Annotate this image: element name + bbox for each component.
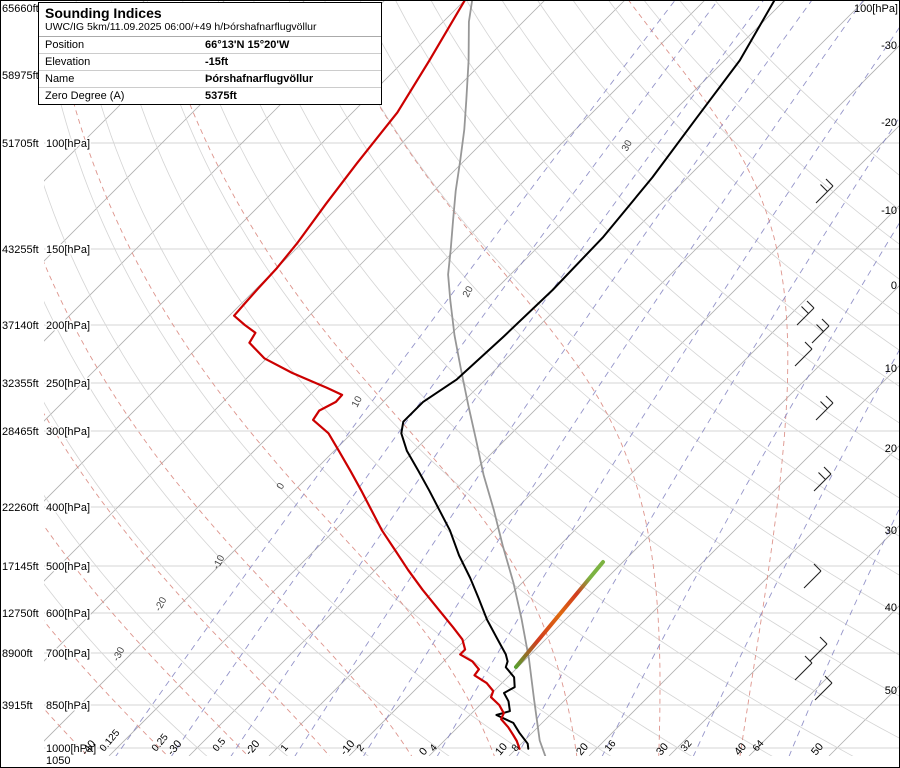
- wind-barbs: [794, 178, 834, 701]
- mixing-ratio-label: 2: [355, 742, 367, 754]
- info-value: -15ft: [205, 56, 229, 68]
- altitude-label: 37140ft: [2, 320, 39, 332]
- right-temp-label: -20: [881, 117, 897, 129]
- altitude-label: 43255ft: [2, 244, 39, 256]
- info-label: Position: [45, 39, 85, 51]
- sounding-traces: [233, 0, 776, 756]
- adiabat-label: 0: [275, 481, 288, 491]
- wind-barb-icon: [811, 318, 830, 344]
- altitude-label: 28465ft: [2, 426, 39, 438]
- pressure-label: 600[hPa]: [46, 608, 90, 620]
- mixing-ratio-label: 0.125: [98, 727, 123, 754]
- info-row-elevation: Elevation -15ft: [39, 54, 381, 71]
- mixing-ratio-label: 1: [279, 742, 291, 754]
- pressure-label: 1000[hPa]: [46, 743, 96, 755]
- wind-barb-icon: [796, 300, 815, 326]
- altitude-label: 8900ft: [2, 648, 33, 660]
- wind-barb-icon: [813, 466, 832, 492]
- right-temp-label: 40: [885, 602, 897, 614]
- adiabat-label: 20: [461, 284, 476, 299]
- pressure-label: 200[hPa]: [46, 320, 90, 332]
- mixing-ratio-label: 32: [679, 738, 695, 754]
- pressure-label: 850[hPa]: [46, 700, 90, 712]
- altitude-label: 32355ft: [2, 378, 39, 390]
- pressure-label: 500[hPa]: [46, 561, 90, 573]
- wind-barb-icon: [803, 563, 822, 589]
- adiabat-label: -10: [211, 553, 228, 571]
- adiabat-label: 10: [350, 394, 365, 409]
- right-temp-label: -30: [881, 40, 897, 52]
- parcel-trace: [447, 0, 547, 756]
- info-value: 66°13'N 15°20'W: [205, 39, 290, 51]
- pressure-label: 250[hPa]: [46, 378, 90, 390]
- wind-barb-icon: [815, 395, 834, 421]
- temperature-trace: [400, 0, 776, 750]
- info-box-title: Sounding Indices: [45, 5, 162, 21]
- altitude-label: 65660ft: [2, 3, 39, 15]
- info-row-name: Name Þórshafnarflugvöllur: [39, 71, 381, 88]
- altitude-label: 22260ft: [2, 502, 39, 514]
- wind-barb-icon: [794, 341, 813, 367]
- right-temp-label: -10: [881, 205, 897, 217]
- wind-barb-icon: [815, 178, 834, 204]
- bottom-temp-label: -10: [338, 738, 357, 758]
- shear-segment: [514, 560, 605, 669]
- bottom-temp-label: 50: [809, 741, 826, 758]
- right-temp-label: 50: [885, 685, 897, 697]
- pressure-label: 700[hPa]: [46, 648, 90, 660]
- bottom-temp-label: 40: [732, 741, 749, 758]
- bottom-temp-label: -20: [243, 738, 262, 758]
- mixing-ratio-label: 8: [510, 742, 522, 754]
- right-temp-label: 20: [885, 443, 897, 455]
- altitude-label: 3915ft: [2, 700, 33, 712]
- info-row-zero-degree: Zero Degree (A) 5375ft: [39, 88, 381, 104]
- info-value: Þórshafnarflugvöllur: [205, 73, 314, 85]
- info-label: Zero Degree (A): [45, 90, 125, 102]
- info-value: 5375ft: [205, 90, 237, 102]
- right-temp-label: 10: [885, 363, 897, 375]
- bottom-temp-label: 10: [493, 741, 510, 758]
- altitude-label: 17145ft: [2, 561, 39, 573]
- adiabat-label: 30: [620, 138, 635, 153]
- altitude-label: 51705ft: [2, 138, 39, 150]
- pressure-label: 1050: [46, 755, 70, 767]
- right-temp-label: 0: [891, 280, 897, 292]
- wind-barb-icon: [809, 636, 828, 662]
- top-right-pressure-label: 100[hPa]: [854, 3, 898, 15]
- adiabat-label: -20: [153, 595, 170, 613]
- info-row-position: Position 66°13'N 15°20'W: [39, 37, 381, 54]
- mixing-ratio-label: 16: [603, 738, 619, 754]
- altitude-label: 58975ft: [2, 70, 39, 82]
- adiabat-label: -30: [111, 645, 128, 663]
- pressure-label: 400[hPa]: [46, 502, 90, 514]
- pressure-label: 300[hPa]: [46, 426, 90, 438]
- info-label: Name: [45, 73, 75, 85]
- right-temp-label: 30: [885, 525, 897, 537]
- mixing-ratio-label: 4: [428, 742, 440, 754]
- pressure-label: 150[hPa]: [46, 244, 90, 256]
- wind-barb-icon: [814, 675, 833, 701]
- wind-barb-icon: [794, 655, 813, 681]
- dewpoint-trace: [233, 0, 521, 750]
- info-label: Elevation: [45, 56, 91, 68]
- info-box-subtitle: UWC/IG 5km/11.09.2025 06:00/+49 h/Þórsha…: [39, 21, 381, 37]
- bottom-temp-label: 30: [654, 741, 671, 758]
- sounding-info-box: Sounding Indices UWC/IG 5km/11.09.2025 0…: [38, 2, 382, 105]
- mixing-ratio-label: 0.5: [211, 736, 229, 754]
- pressure-label: 100[hPa]: [46, 138, 90, 150]
- altitude-label: 12750ft: [2, 608, 39, 620]
